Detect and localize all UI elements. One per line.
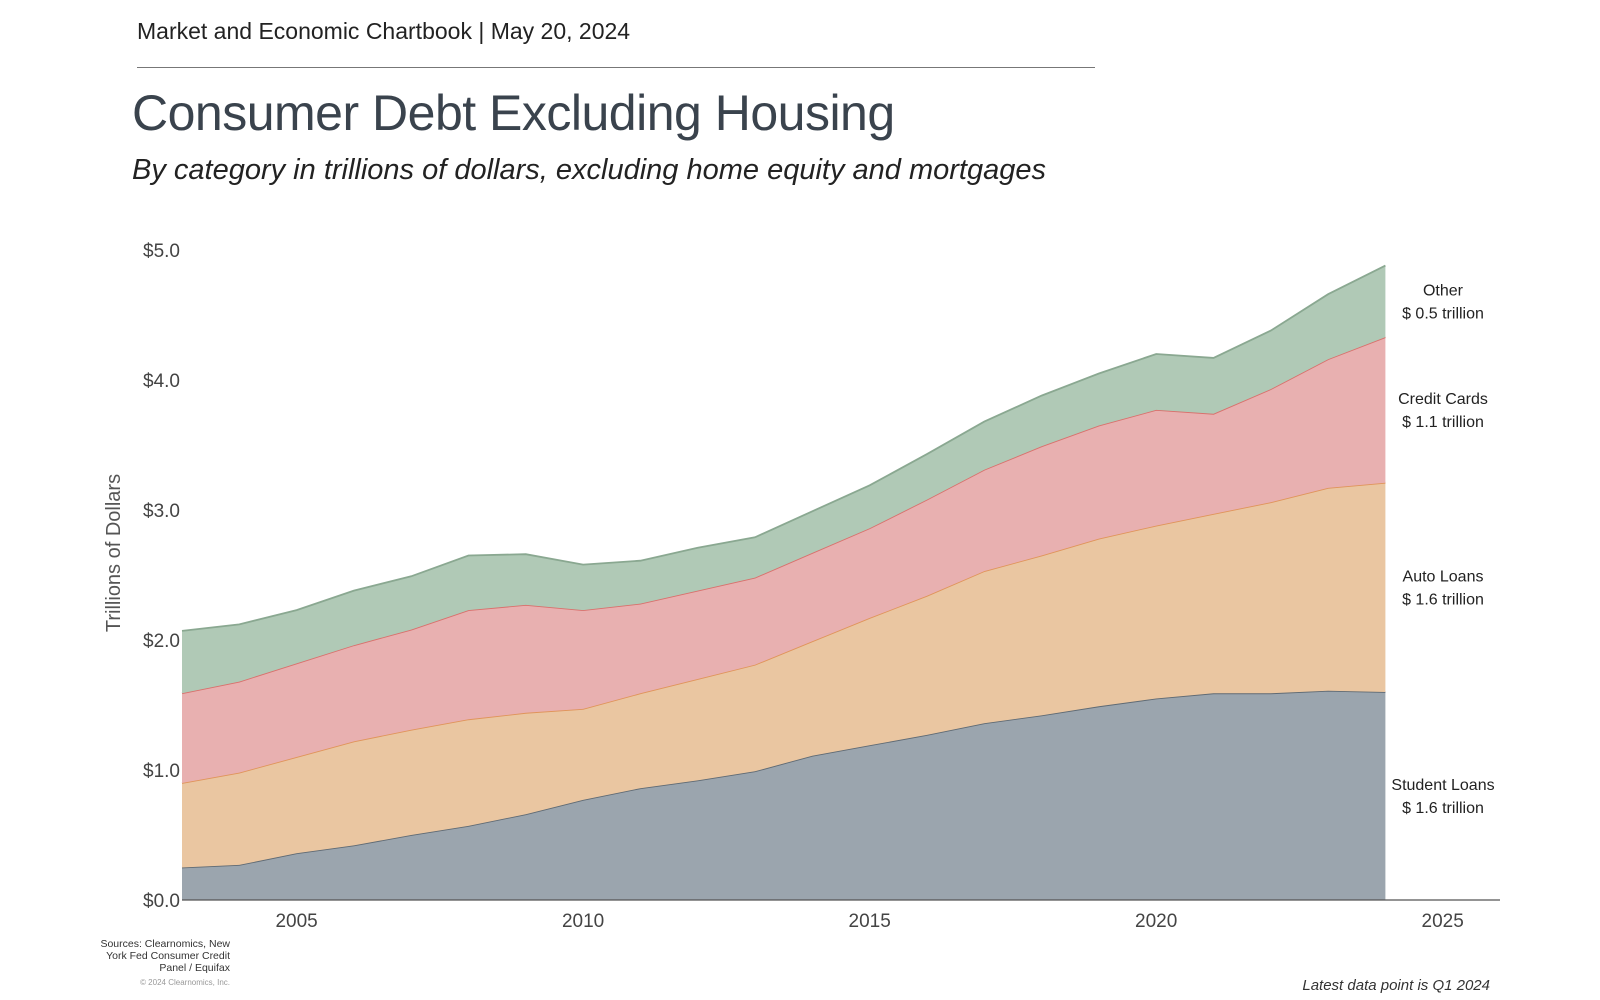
y-tick-label: $2.0 [143, 631, 180, 652]
line-other [181, 264, 1386, 632]
y-axis-label: Trillions of Dollars [103, 474, 125, 632]
area-auto-loans [182, 482, 1386, 868]
series-labels: Student Loans $ 1.6 trillion Auto Loans $ 1… [1391, 282, 1494, 817]
series-value-auto-loans: $ 1.6 trillion [1402, 591, 1484, 608]
area-student-loans [182, 690, 1386, 900]
x-tick-label: 2025 [1422, 911, 1464, 932]
series-label-other: Other [1423, 282, 1464, 299]
line-credit-cards [181, 336, 1386, 695]
header-divider [137, 67, 1095, 68]
y-tick-label: $0.0 [143, 891, 180, 912]
copyright-note: © 2024 Clearnomics, Inc. [140, 978, 230, 987]
y-tick-label: $5.0 [143, 241, 180, 262]
series-value-other: $ 0.5 trillion [1402, 305, 1484, 322]
series-label-student-loans: Student Loans [1391, 777, 1494, 794]
x-tick-label: 2015 [849, 911, 891, 932]
x-tick-label: 2005 [275, 911, 317, 932]
series-value-student-loans: $ 1.6 trillion [1402, 800, 1484, 817]
series-label-credit-cards: Credit Cards [1398, 391, 1488, 408]
latest-data-note: Latest data point is Q1 2024 [1302, 977, 1490, 994]
area-credit-cards [182, 337, 1386, 783]
x-axis: 2005 2010 2015 2020 2025 [182, 899, 1500, 932]
series-label-auto-loans: Auto Loans [1403, 568, 1484, 585]
chartbook-header: Market and Economic Chartbook | May 20, … [137, 18, 631, 44]
area-other [182, 265, 1386, 694]
area-layers [181, 264, 1386, 900]
y-tick-label: $1.0 [143, 761, 180, 782]
x-tick-label: 2010 [562, 911, 604, 932]
y-tick-label: $4.0 [143, 371, 180, 392]
y-tick-label: $3.0 [143, 501, 180, 522]
chart-title: Consumer Debt Excluding Housing [132, 85, 895, 141]
chart-subtitle: By category in trillions of dollars, exc… [132, 154, 1046, 186]
sources-note: Sources: Clearnomics, New York Fed Consu… [100, 938, 230, 974]
x-tick-label: 2020 [1135, 911, 1177, 932]
y-axis: $0.0 $1.0 $2.0 $3.0 $4.0 $5.0 [143, 241, 180, 912]
series-value-credit-cards: $ 1.1 trillion [1402, 414, 1484, 431]
